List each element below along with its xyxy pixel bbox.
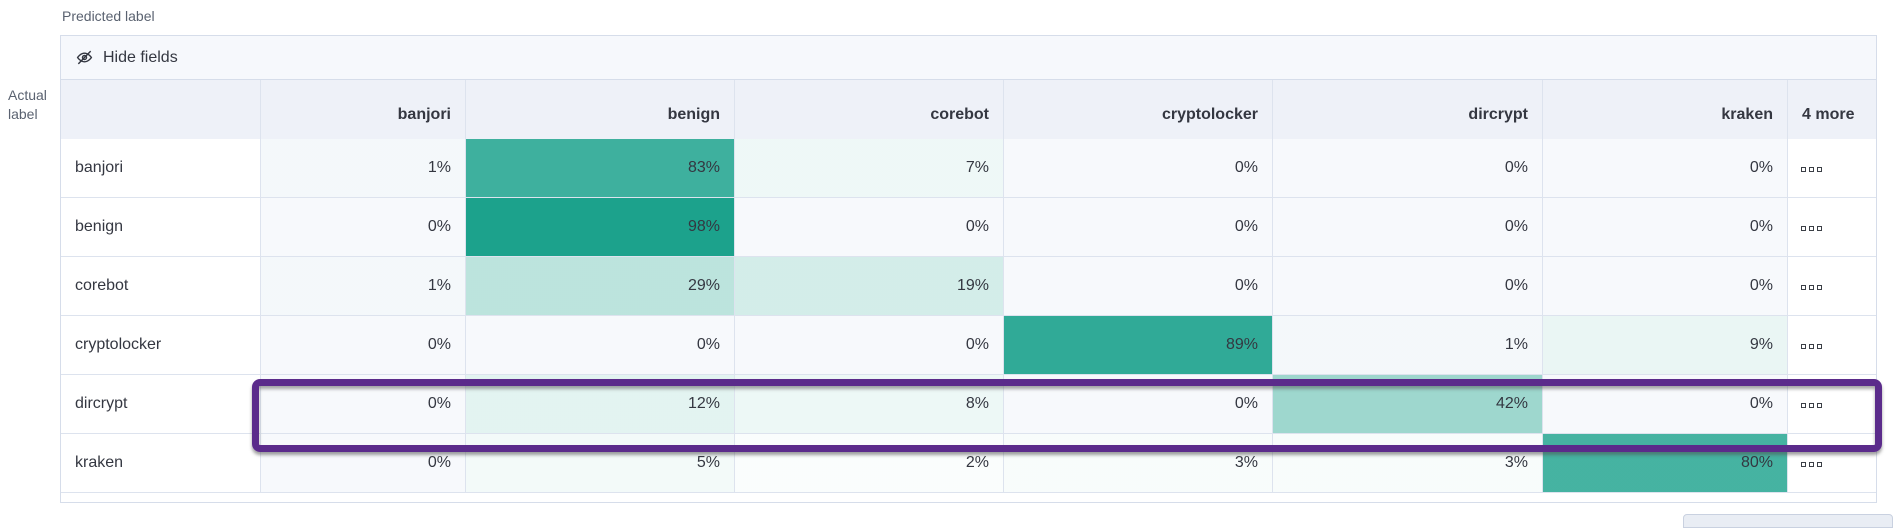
confusion-matrix-panel: Hide fields banjori benign corebot cryptolo… [60, 35, 1882, 503]
cell-corebot-corebot: 19% [735, 257, 1004, 316]
cell-corebot-cryptolocker: 0% [1004, 257, 1273, 316]
cell-benign-cryptolocker: 0% [1004, 198, 1273, 257]
cell-dircrypt-banjori: 0% [261, 375, 466, 434]
cell-banjori-banjori: 1% [261, 139, 466, 198]
cell-dircrypt-cryptolocker: 0% [1004, 375, 1273, 434]
cell-banjori-corebot: 7% [735, 139, 1004, 198]
cell-cryptolocker-corebot: 0% [735, 316, 1004, 375]
horizontal-scrollbar[interactable] [1683, 514, 1893, 528]
column-header-banjori[interactable]: banjori [261, 80, 466, 150]
actual-axis-label: Actual label [8, 87, 47, 122]
cell-corebot-banjori: 1% [261, 257, 466, 316]
boxes-horizontal-icon [1801, 218, 1825, 236]
row-label-dircrypt: dircrypt [61, 375, 261, 434]
boxes-horizontal-icon [1801, 159, 1825, 177]
cell-kraken-dircrypt: 3% [1273, 434, 1543, 493]
cell-corebot-dircrypt: 0% [1273, 257, 1543, 316]
cell-banjori-cryptolocker: 0% [1004, 139, 1273, 198]
boxes-horizontal-icon [1801, 277, 1825, 295]
cell-benign-banjori: 0% [261, 198, 466, 257]
cell-kraken-banjori: 0% [261, 434, 466, 493]
eye-closed-icon [75, 48, 94, 67]
cell-banjori-benign: 83% [466, 139, 735, 198]
row-actions-button-cryptolocker[interactable] [1788, 316, 1876, 375]
cell-benign-benign: 98% [466, 198, 735, 257]
cell-banjori-kraken: 0% [1543, 139, 1788, 198]
grid-controls-bar: Hide fields [61, 36, 1876, 80]
cell-dircrypt-benign: 12% [466, 375, 735, 434]
cell-corebot-kraken: 0% [1543, 257, 1788, 316]
column-header-dircrypt[interactable]: dircrypt [1273, 80, 1543, 150]
boxes-horizontal-icon [1801, 336, 1825, 354]
hide-fields-button[interactable]: Hide fields [75, 48, 178, 67]
row-label-benign: benign [61, 198, 261, 257]
row-actions-button-kraken[interactable] [1788, 434, 1876, 493]
row-label-cryptolocker: cryptolocker [61, 316, 261, 375]
cell-benign-kraken: 0% [1543, 198, 1788, 257]
cell-benign-corebot: 0% [735, 198, 1004, 257]
header-corner-cell [61, 80, 261, 150]
cell-kraken-corebot: 2% [735, 434, 1004, 493]
row-label-corebot: corebot [61, 257, 261, 316]
cell-kraken-cryptolocker: 3% [1004, 434, 1273, 493]
row-actions-button-benign[interactable] [1788, 198, 1876, 257]
column-header-benign[interactable]: benign [466, 80, 735, 150]
boxes-horizontal-icon [1801, 454, 1825, 472]
boxes-horizontal-icon [1801, 395, 1825, 413]
row-actions-button-corebot[interactable] [1788, 257, 1876, 316]
cell-corebot-benign: 29% [466, 257, 735, 316]
row-actions-button-banjori[interactable] [1788, 139, 1876, 198]
column-header-kraken[interactable]: kraken [1543, 80, 1788, 150]
cell-kraken-benign: 5% [466, 434, 735, 493]
row-label-banjori: banjori [61, 139, 261, 198]
hide-fields-label: Hide fields [103, 48, 178, 66]
confusion-matrix-grid: banjori benign corebot cryptolocker dircrypt… [61, 80, 1876, 493]
cell-cryptolocker-cryptolocker: 89% [1004, 316, 1273, 375]
cell-cryptolocker-benign: 0% [466, 316, 735, 375]
row-label-kraken: kraken [61, 434, 261, 493]
cell-kraken-kraken: 80% [1543, 434, 1788, 493]
column-header-cryptolocker[interactable]: cryptolocker [1004, 80, 1273, 150]
cell-cryptolocker-kraken: 9% [1543, 316, 1788, 375]
cell-dircrypt-kraken: 0% [1543, 375, 1788, 434]
predicted-axis-label: Predicted label [62, 8, 155, 24]
cell-benign-dircrypt: 0% [1273, 198, 1543, 257]
cell-dircrypt-corebot: 8% [735, 375, 1004, 434]
row-actions-button-dircrypt[interactable] [1788, 375, 1876, 434]
cell-dircrypt-dircrypt: 42% [1273, 375, 1543, 434]
cell-cryptolocker-banjori: 0% [261, 316, 466, 375]
cell-cryptolocker-dircrypt: 1% [1273, 316, 1543, 375]
cell-banjori-dircrypt: 0% [1273, 139, 1543, 198]
